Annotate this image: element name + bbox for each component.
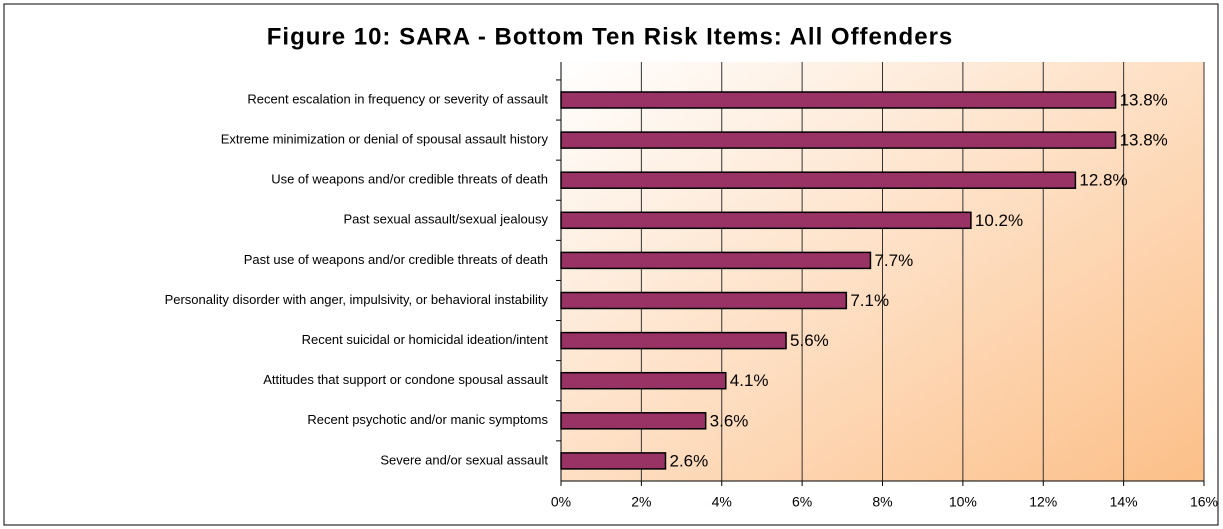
value-label: 12.8% <box>1079 171 1127 190</box>
y-tick-label: Extreme minimization or denial of spousa… <box>221 132 549 147</box>
value-label: 13.8% <box>1120 131 1168 150</box>
y-tick-label: Use of weapons and/or credible threats o… <box>271 172 548 187</box>
x-tick-label: 0% <box>551 494 571 510</box>
y-tick-label: Personality disorder with anger, impulsi… <box>165 292 549 307</box>
y-tick-label: Past use of weapons and/or credible thre… <box>244 252 548 267</box>
value-label: 5.6% <box>790 331 829 350</box>
bar <box>560 131 1117 149</box>
bar <box>560 412 707 430</box>
bar <box>560 251 872 270</box>
value-label: 3.6% <box>710 411 749 430</box>
x-tick-label: 16% <box>1190 494 1218 510</box>
bar <box>560 452 667 470</box>
value-label: 10.2% <box>975 211 1023 230</box>
x-tick-label: 14% <box>1110 494 1138 510</box>
y-tick-label: Severe and/or sexual assault <box>380 452 548 467</box>
x-tick-label: 8% <box>872 494 892 510</box>
y-tick-label: Recent escalation in frequency or severi… <box>247 91 548 106</box>
chart-title: Figure 10: SARA - Bottom Ten Risk Items:… <box>267 23 954 50</box>
bar <box>560 371 727 390</box>
x-tick-label: 10% <box>949 494 977 510</box>
bar <box>560 91 1117 109</box>
value-label: 7.7% <box>874 251 913 270</box>
value-label: 4.1% <box>730 371 769 390</box>
y-tick-label: Past sexual assault/sexual jealousy <box>343 212 548 227</box>
value-label: 13.8% <box>1120 90 1168 109</box>
value-label: 7.1% <box>850 291 889 310</box>
y-tick-label: Recent suicidal or homicidal ideation/in… <box>302 332 549 347</box>
x-tick-label: 6% <box>792 494 812 510</box>
value-label: 2.6% <box>669 451 708 470</box>
y-tick-label: Recent psychotic and/or manic symptoms <box>307 412 548 427</box>
x-tick-label: 4% <box>712 494 732 510</box>
bar <box>560 291 848 310</box>
x-tick-label: 2% <box>631 494 651 510</box>
bar <box>560 171 1077 189</box>
y-tick-label: Attitudes that support or condone spousa… <box>263 372 548 387</box>
x-tick-label: 12% <box>1029 494 1057 510</box>
bar <box>560 211 972 230</box>
bar <box>560 331 787 350</box>
